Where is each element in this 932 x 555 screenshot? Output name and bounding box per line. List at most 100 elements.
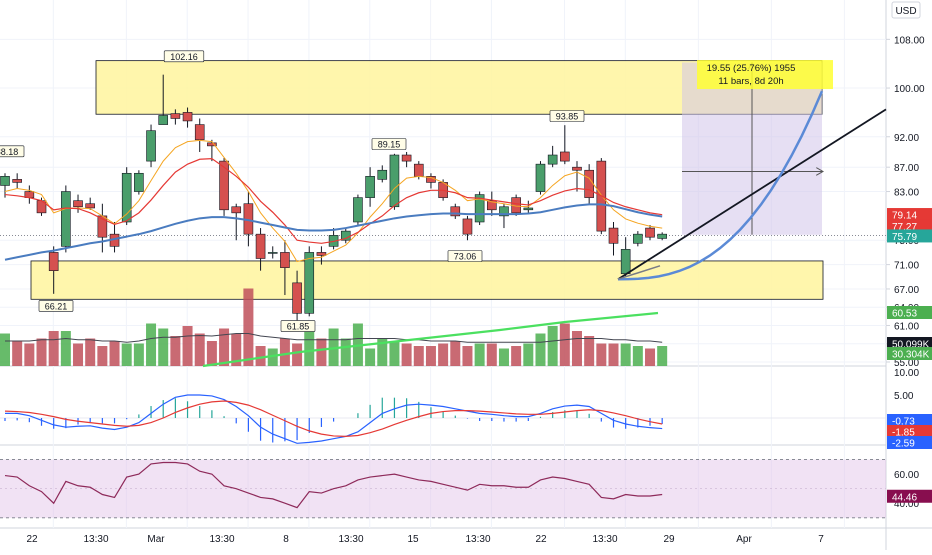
candle-body [304, 252, 315, 314]
time-tick-label: 22 [535, 534, 547, 545]
volume-bar [486, 343, 497, 366]
candle-body [121, 172, 132, 223]
rsi-badge[interactable]: 44.46 [892, 492, 917, 503]
macd-badge[interactable]: -0.73 [892, 417, 915, 428]
measure-label-bg [697, 60, 833, 90]
volume-ma-line [5, 333, 663, 343]
rsi-pane [0, 459, 886, 519]
candle-body [620, 249, 631, 275]
low-annotation: 61.85 [287, 322, 310, 332]
price-badge-bg[interactable] [887, 219, 932, 233]
low-annotation: 66.21 [45, 301, 68, 311]
volume-bar [377, 338, 388, 366]
volume-bar [206, 341, 217, 366]
candle-body [194, 124, 205, 141]
volume-ma-badge-bg[interactable] [887, 306, 932, 319]
volume-bar [170, 336, 181, 366]
price-badge[interactable]: 75.79 [892, 232, 917, 243]
candle-body [219, 160, 229, 211]
volume-bar [498, 348, 509, 366]
high-annotation-tag [549, 110, 585, 122]
price-tick-label: 92.00 [894, 133, 919, 144]
macd-badge[interactable]: -1.85 [892, 428, 915, 439]
ema-blue-line [4, 203, 663, 261]
support-zone [30, 260, 824, 300]
candle-body [353, 197, 363, 223]
candle-body [170, 113, 181, 119]
volume-bar [523, 343, 534, 366]
volume-bar [85, 338, 96, 366]
volume-badge-bg[interactable] [887, 337, 932, 350]
candle-body [316, 252, 327, 256]
macd-pane [0, 394, 886, 444]
candle-body [523, 207, 534, 211]
rsi-tick-label: 60.00 [894, 470, 919, 481]
time-axis[interactable]: 22 13:30 Mar 13:30 8 13:30 15 13:30 22 13:30 29 Apr… [26, 534, 824, 545]
candle-body [365, 176, 375, 198]
volume-bar [316, 338, 327, 366]
volume-bar [292, 343, 303, 366]
candle-body [0, 176, 10, 186]
left-edge-annotation: 88.18 [0, 147, 18, 157]
currency-label[interactable]: USD [895, 6, 916, 17]
candle-body [134, 172, 144, 192]
volume-bar [182, 326, 193, 366]
candle-body [267, 252, 278, 254]
volume-bar [340, 338, 351, 366]
price-badge[interactable]: 79.14 [892, 211, 917, 222]
volume-badge[interactable]: 50.099K [892, 340, 930, 351]
volume-bar [413, 346, 424, 366]
volume-bar [608, 343, 619, 366]
volume-bar [474, 343, 485, 366]
price-tick-label: 67.00 [894, 285, 919, 296]
macd-tick-label: 5.00 [894, 391, 914, 402]
measure-label-line1: 19.55 (25.76%) 1955 [707, 63, 796, 74]
volume-long-ma-line [202, 311, 659, 368]
price-tick-label: 83.00 [894, 188, 919, 199]
volume-bar [97, 346, 108, 366]
volume-bar [425, 346, 436, 366]
volume-badge-bg[interactable] [887, 347, 932, 360]
macd-badge-bg[interactable] [887, 414, 932, 427]
volume-bar [632, 346, 643, 366]
volume-bar [584, 336, 595, 366]
volume-bar [243, 288, 254, 366]
price-badge[interactable]: 77.27 [892, 222, 917, 233]
volume-bar [279, 338, 290, 366]
time-tick-label: 29 [663, 534, 675, 545]
high-annotation: 102.16 [170, 52, 198, 62]
volume-bar [547, 326, 558, 366]
volume-bar [133, 343, 144, 366]
macd-badge[interactable]: -2.59 [892, 439, 915, 450]
candle-body [231, 206, 242, 214]
volume-bar [0, 333, 10, 366]
candle-body [207, 142, 217, 147]
volume-bar [109, 341, 120, 366]
rsi-line [4, 461, 663, 509]
candle-body [401, 154, 412, 162]
price-badge-bg[interactable] [887, 229, 932, 243]
volume-bar [158, 328, 169, 366]
currency-box[interactable] [891, 1, 921, 19]
high-annotation-tag [371, 138, 407, 150]
price-badge-bg[interactable] [887, 208, 932, 222]
rsi-badge-bg[interactable] [887, 489, 932, 503]
volume-badge[interactable]: 30.304K [892, 350, 930, 361]
price-axis[interactable]: USD108.00100.0092.0087.0083.0075.0071.00… [886, 1, 932, 510]
candle-body [584, 169, 594, 198]
candle-body [255, 233, 266, 259]
time-tick-label: 15 [407, 534, 419, 545]
macd-badge-bg[interactable] [887, 436, 932, 449]
candle-body [486, 200, 497, 211]
time-tick-label: 13:30 [83, 534, 108, 545]
macd-badge-bg[interactable] [887, 425, 932, 438]
volume-ma-badge[interactable]: 60.53 [892, 309, 917, 320]
volume-bar [36, 338, 47, 366]
price-tick-label: 71.00 [894, 261, 919, 272]
volume-bar [146, 323, 157, 366]
candle-body [608, 227, 619, 244]
candle-body [389, 154, 400, 208]
candle-body [292, 282, 302, 314]
